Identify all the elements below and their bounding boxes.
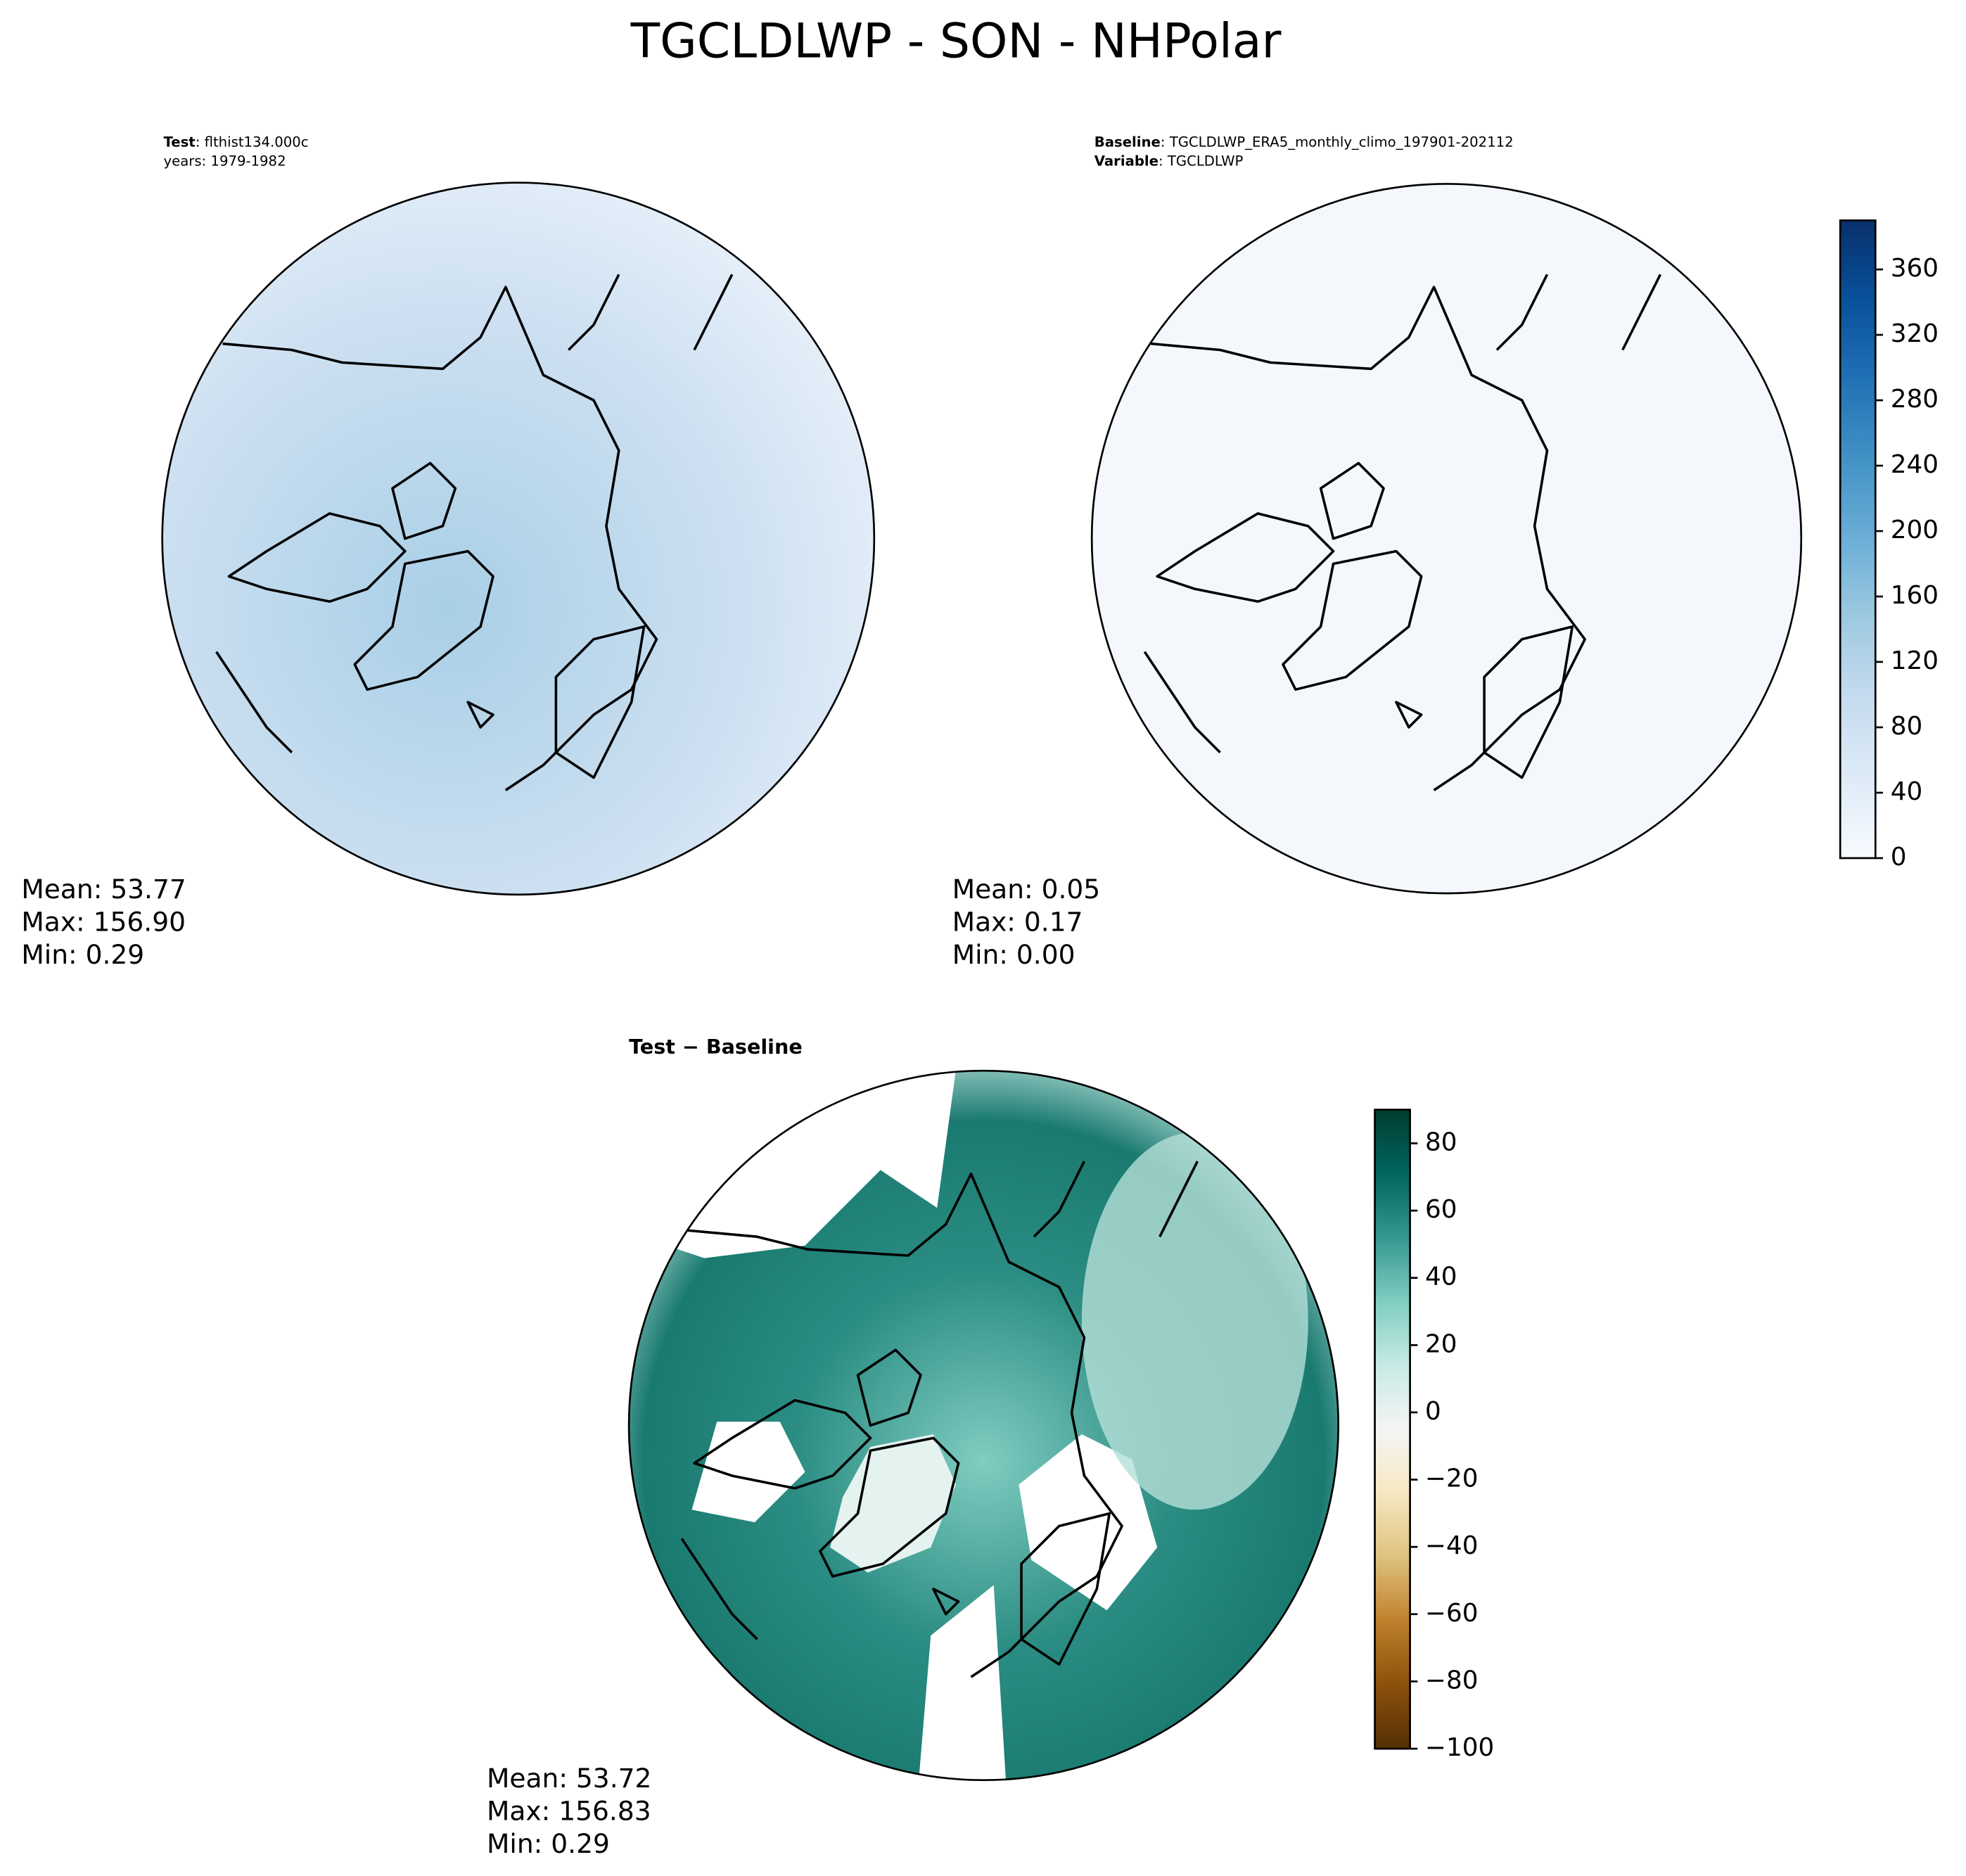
colorbar-tick-label: 0	[1891, 843, 1907, 872]
header-key: Test	[163, 134, 195, 150]
panel-header: Test: flthist134.000c	[163, 134, 308, 150]
colorbar-tick-label: 0	[1425, 1397, 1441, 1426]
colorbar-tick-label: 40	[1891, 777, 1923, 806]
stat: Min: 0.29	[21, 939, 144, 970]
header-value: : TGCLDLWP_ERA5_monthly_climo_197901-202…	[1161, 134, 1514, 150]
panel-title: Test − Baseline	[629, 1035, 803, 1059]
colorbar-tick-label: 80	[1891, 712, 1923, 741]
stat: Mean: 53.72	[487, 1763, 651, 1794]
colorbar	[1374, 1109, 1411, 1750]
panel-header: Variable: TGCLDLWP	[1094, 153, 1244, 169]
colorbar-tick-label: 60	[1425, 1195, 1457, 1224]
panel-header: Baseline: TGCLDLWP_ERA5_monthly_climo_19…	[1094, 134, 1514, 150]
colorbar-tick-label: 80	[1425, 1128, 1457, 1156]
stat: Max: 0.17	[952, 906, 1083, 937]
header-value: : flthist134.000c	[196, 134, 309, 150]
colorbar-tick-label: 280	[1891, 385, 1939, 414]
colorbar	[1839, 219, 1877, 860]
colorbar-tick-label: −20	[1425, 1465, 1478, 1493]
panel-header: years: 1979-1982	[163, 153, 286, 169]
suptitle: TGCLDLWP - SON - NHPolar	[630, 14, 1282, 70]
map-baseline	[1090, 183, 1803, 895]
colorbar-tick-label: −80	[1425, 1666, 1478, 1695]
stat: Max: 156.83	[487, 1796, 651, 1827]
header-value: years: 1979-1982	[163, 153, 286, 169]
colorbar-tick-label: −100	[1425, 1733, 1494, 1762]
stat: Min: 0.00	[952, 939, 1075, 970]
colorbar-tick-label: −60	[1425, 1599, 1478, 1628]
colorbar-tick-label: −40	[1425, 1531, 1478, 1560]
colorbar-tick-label: 200	[1891, 516, 1939, 544]
colorbar-tick-label: 20	[1425, 1329, 1457, 1358]
colorbar-tick-label: 40	[1425, 1263, 1457, 1291]
map-test	[161, 181, 876, 896]
header-key: Variable	[1094, 153, 1158, 169]
colorbar-tick-label: 160	[1891, 581, 1939, 610]
colorbar-tick-label: 120	[1891, 646, 1939, 675]
stat: Max: 156.90	[21, 906, 186, 937]
colorbar-tick-label: 360	[1891, 254, 1939, 283]
header-value: : TGCLDLWP	[1158, 153, 1244, 169]
stat: Min: 0.29	[487, 1828, 610, 1859]
colorbar-tick-label: 320	[1891, 319, 1939, 348]
stat: Mean: 0.05	[952, 874, 1100, 905]
header-key: Baseline	[1094, 134, 1161, 150]
colorbar-tick-label: 240	[1891, 450, 1939, 479]
stat: Mean: 53.77	[21, 874, 186, 905]
